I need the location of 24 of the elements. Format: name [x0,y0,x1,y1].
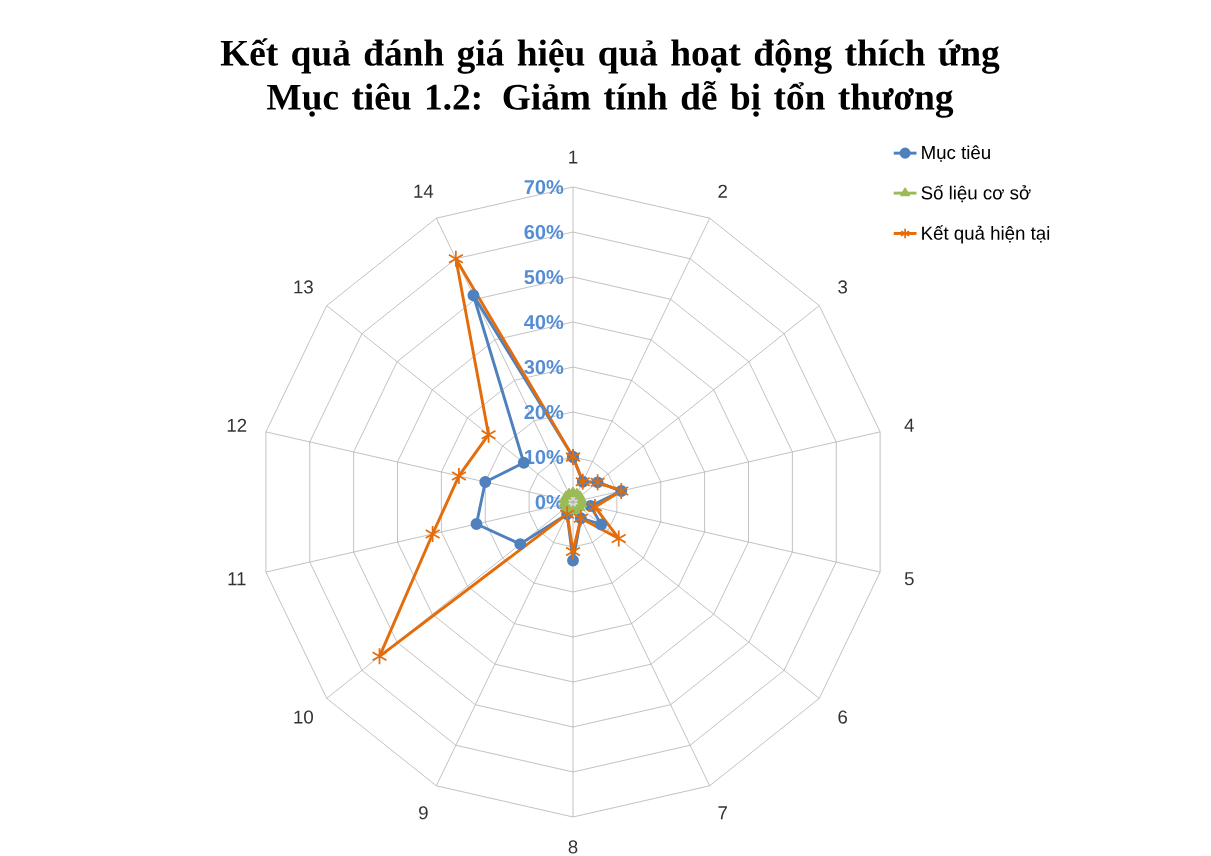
spoke-label: 4 [904,418,914,432]
chart-title: Kết quả đánh giá hiệu quả hoạt động thích ứng Mục tiêu 1.2: Giảm tính dễ bị tổn thương [220,38,1000,118]
spoke-label: 1 [569,150,578,164]
y-tick-label: 30% [524,359,564,375]
y-tick-label: 70% [524,179,564,195]
y-tick-label: 10% [525,449,564,465]
legend-label: Kết quả hiện tại [922,225,1050,244]
spoke-label: 13 [294,280,313,294]
y-tick-label: 50% [524,269,564,285]
spoke-label: 6 [838,710,848,724]
spoke-label: 3 [838,280,848,294]
spoke-label: 11 [228,572,246,586]
y-tick-label: 60% [524,224,564,240]
spoke-label: 14 [414,184,434,198]
legend-label: Số liệu cơ sở [921,184,1031,203]
spoke-label: 12 [227,418,247,432]
spoke-label: 7 [718,806,727,820]
y-tick-label: 40% [524,314,564,330]
spoke-label: 2 [718,184,727,198]
spoke-label: 8 [568,840,578,854]
legend-label: Mục tiêu [922,145,990,162]
spoke-label: 5 [904,572,914,586]
spoke-label: 10 [294,710,313,724]
spoke-label: 9 [419,806,428,820]
